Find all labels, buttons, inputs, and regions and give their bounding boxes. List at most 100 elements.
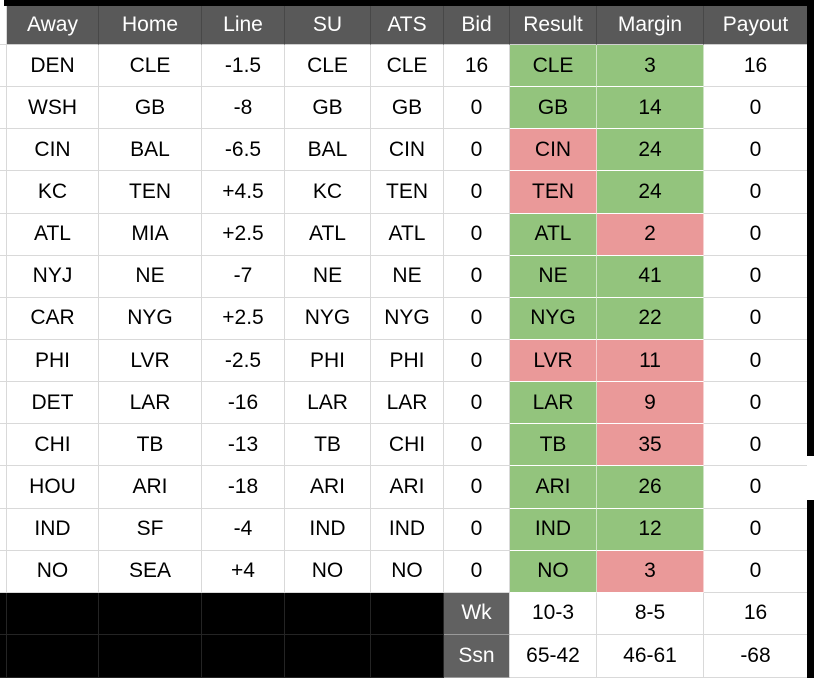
cell-bid[interactable]: 0	[444, 508, 510, 551]
cell-ats[interactable]: TEN	[371, 171, 444, 214]
cell-result[interactable]: CLE	[510, 45, 597, 88]
cell-line[interactable]: -18	[202, 466, 285, 509]
cell-line[interactable]: -16	[202, 382, 285, 425]
cell-home[interactable]: NYG	[99, 297, 202, 340]
col-header-payout[interactable]: Payout	[704, 6, 807, 45]
season-label-cell[interactable]: Ssn	[444, 634, 510, 678]
cell-margin[interactable]: 9	[597, 382, 704, 425]
cell-su[interactable]: CLE	[285, 45, 371, 88]
cell-bid[interactable]: 0	[444, 424, 510, 467]
cell-line[interactable]: -8	[202, 87, 285, 130]
cell-home[interactable]: BAL	[99, 129, 202, 172]
cell-bid[interactable]: 0	[444, 382, 510, 425]
cell-su[interactable]: TB	[285, 424, 371, 467]
cell-away[interactable]: CIN	[7, 129, 99, 172]
cell-margin[interactable]: 41	[597, 255, 704, 298]
cell-bid[interactable]: 0	[444, 297, 510, 340]
cell-ats[interactable]: IND	[371, 508, 444, 551]
cell-margin[interactable]: 22	[597, 297, 704, 340]
cell-result[interactable]: NE	[510, 255, 597, 298]
cell-payout[interactable]: 0	[704, 214, 807, 256]
cell-margin[interactable]: 11	[597, 339, 704, 383]
cell-su[interactable]: ARI	[285, 466, 371, 509]
cell-su[interactable]: NYG	[285, 297, 371, 340]
cell-payout[interactable]: 0	[704, 551, 807, 593]
cell-line[interactable]: -1.5	[202, 45, 285, 88]
week-ats-record[interactable]: 8-5	[597, 592, 704, 635]
cell-line[interactable]: -6.5	[202, 129, 285, 172]
cell-away[interactable]: KC	[7, 171, 99, 214]
cell-away[interactable]: CHI	[7, 424, 99, 467]
cell-su[interactable]: PHI	[285, 339, 371, 383]
cell-bid[interactable]: 0	[444, 213, 510, 256]
cell-line[interactable]: +4.5	[202, 171, 285, 214]
cell-away[interactable]: IND	[7, 508, 99, 551]
cell-away[interactable]: DEN	[7, 45, 99, 88]
cell-margin[interactable]: 12	[597, 508, 704, 551]
cell-margin[interactable]: 3	[597, 550, 704, 593]
cell-result[interactable]: CIN	[510, 129, 597, 172]
cell-line[interactable]: -7	[202, 255, 285, 298]
cell-payout[interactable]: 0	[704, 509, 807, 551]
cell-result[interactable]: ATL	[510, 213, 597, 256]
cell-away[interactable]: WSH	[7, 87, 99, 130]
cell-bid[interactable]: 0	[444, 87, 510, 130]
season-payout-total[interactable]: -68	[704, 635, 807, 678]
cell-line[interactable]: +2.5	[202, 213, 285, 256]
cell-result[interactable]: GB	[510, 87, 597, 130]
cell-line[interactable]: +2.5	[202, 297, 285, 340]
cell-su[interactable]: ATL	[285, 213, 371, 256]
cell-result[interactable]: NO	[510, 550, 597, 593]
cell-result[interactable]: IND	[510, 508, 597, 551]
cell-home[interactable]: LAR	[99, 382, 202, 425]
cell-ats[interactable]: GB	[371, 87, 444, 130]
cell-away[interactable]: ATL	[7, 213, 99, 256]
cell-payout[interactable]: 0	[704, 171, 807, 214]
col-header-bid[interactable]: Bid	[444, 6, 510, 45]
cell-line[interactable]: -2.5	[202, 339, 285, 383]
cell-payout[interactable]: 0	[704, 298, 807, 340]
cell-ats[interactable]: CLE	[371, 45, 444, 88]
cell-su[interactable]: NO	[285, 550, 371, 593]
cell-bid[interactable]: 0	[444, 550, 510, 593]
cell-home[interactable]: CLE	[99, 45, 202, 88]
cell-payout[interactable]: 0	[704, 382, 807, 425]
cell-home[interactable]: LVR	[99, 339, 202, 383]
cell-margin[interactable]: 26	[597, 466, 704, 509]
cell-margin[interactable]: 2	[597, 213, 704, 256]
cell-home[interactable]: NE	[99, 255, 202, 298]
cell-bid[interactable]: 0	[444, 466, 510, 509]
cell-payout[interactable]: 0	[704, 424, 807, 467]
cell-away[interactable]: HOU	[7, 466, 99, 509]
col-header-away[interactable]: Away	[7, 6, 99, 45]
cell-result[interactable]: NYG	[510, 297, 597, 340]
cell-home[interactable]: ARI	[99, 466, 202, 509]
cell-payout[interactable]: 0	[704, 256, 807, 298]
week-payout-total[interactable]: 16	[704, 593, 807, 635]
cell-ats[interactable]: ATL	[371, 213, 444, 256]
cell-su[interactable]: IND	[285, 508, 371, 551]
cell-su[interactable]: BAL	[285, 129, 371, 172]
cell-ats[interactable]: NYG	[371, 297, 444, 340]
cell-bid[interactable]: 0	[444, 339, 510, 383]
cell-ats[interactable]: NE	[371, 255, 444, 298]
cell-bid[interactable]: 0	[444, 171, 510, 214]
cell-away[interactable]: PHI	[7, 339, 99, 383]
col-header-home[interactable]: Home	[99, 6, 202, 45]
cell-su[interactable]: KC	[285, 171, 371, 214]
cell-result[interactable]: TB	[510, 424, 597, 467]
season-su-record[interactable]: 65-42	[510, 634, 597, 678]
cell-bid[interactable]: 0	[444, 129, 510, 172]
week-label-cell[interactable]: Wk	[444, 592, 510, 635]
cell-home[interactable]: GB	[99, 87, 202, 130]
cell-su[interactable]: GB	[285, 87, 371, 130]
cell-ats[interactable]: CHI	[371, 424, 444, 467]
cell-away[interactable]: DET	[7, 382, 99, 425]
cell-payout[interactable]: 0	[704, 87, 807, 130]
cell-away[interactable]: NYJ	[7, 255, 99, 298]
cell-result[interactable]: TEN	[510, 171, 597, 214]
cell-margin[interactable]: 14	[597, 87, 704, 130]
cell-result[interactable]: ARI	[510, 466, 597, 509]
cell-away[interactable]: NO	[7, 550, 99, 593]
col-header-su[interactable]: SU	[285, 6, 371, 45]
